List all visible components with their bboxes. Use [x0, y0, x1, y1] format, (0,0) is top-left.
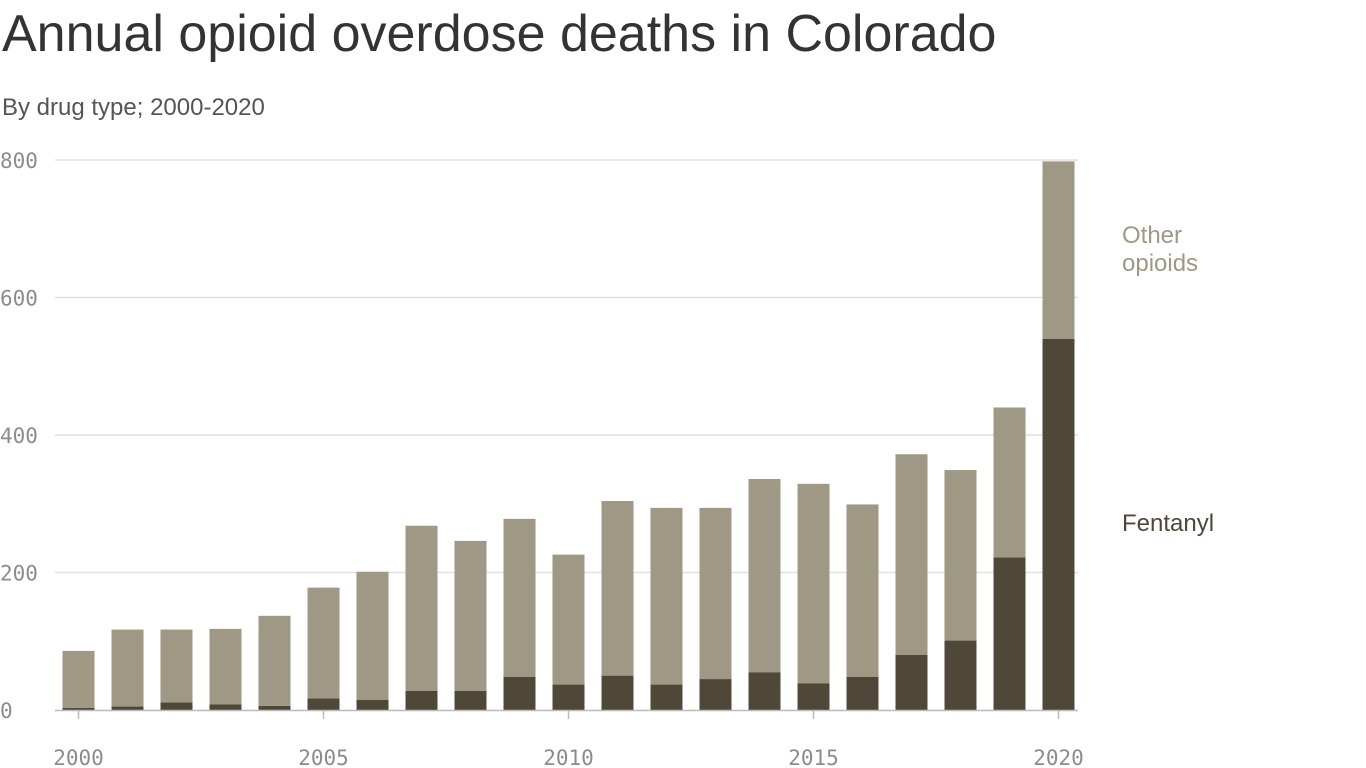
bar-fentanyl-2019 [993, 557, 1026, 710]
bar-other-opioids-2008 [454, 540, 487, 691]
bar-fentanyl-2002 [160, 702, 193, 710]
bar-other-opioids-2018 [944, 470, 977, 641]
bar-fentanyl-2001 [111, 706, 144, 710]
chart-title: Annual opioid overdose deaths in Colorad… [2, 5, 997, 63]
bar-other-opioids-2001 [111, 629, 144, 707]
bar-other-opioids-2013 [699, 507, 732, 680]
bar-fentanyl-2020 [1042, 338, 1075, 710]
bar-fentanyl-2016 [846, 677, 879, 710]
bar-fentanyl-2005 [307, 698, 340, 710]
bar-other-opioids-2017 [895, 454, 928, 655]
bar-fentanyl-2008 [454, 690, 487, 710]
bar-other-opioids-2000 [62, 650, 95, 708]
bar-other-opioids-2012 [650, 507, 683, 685]
x-axis-ticks: 2000 2005 2010 2015 2020 [53, 710, 1084, 768]
bar-other-opioids-2002 [160, 629, 193, 703]
bar-fentanyl-2018 [944, 640, 977, 710]
bar-fentanyl-2006 [356, 699, 389, 710]
bar-fentanyl-2010 [552, 684, 585, 710]
bar-other-opioids-2009 [503, 518, 536, 677]
legend: Other opioids Fentanyl [1122, 222, 1214, 537]
x-tick-label: 2010 [543, 746, 594, 768]
y-tick-label: 200 [0, 562, 38, 586]
bar-other-opioids-2011 [601, 501, 634, 676]
bar-other-opioids-2015 [797, 483, 830, 684]
bar-fentanyl-2014 [748, 672, 781, 710]
chart-subtitle: By drug type; 2000-2020 [2, 94, 265, 121]
bar-fentanyl-2004 [258, 705, 291, 710]
bar-other-opioids-2019 [993, 407, 1026, 558]
bar-other-opioids-2016 [846, 504, 879, 677]
bar-fentanyl-2009 [503, 677, 536, 710]
bar-fentanyl-2003 [209, 704, 242, 710]
bar-other-opioids-2010 [552, 554, 585, 685]
bar-fentanyl-2013 [699, 679, 732, 710]
x-tick-label: 2005 [298, 746, 349, 768]
bar-fentanyl-2000 [62, 707, 95, 710]
bar-other-opioids-2003 [209, 628, 242, 705]
bar-fentanyl-2015 [797, 683, 830, 710]
bar-fentanyl-2017 [895, 655, 928, 710]
bar-fentanyl-2012 [650, 684, 683, 710]
x-tick-label: 2000 [53, 746, 104, 768]
y-tick-label: 400 [0, 424, 38, 448]
legend-label-other-opioids: Other opioids [1122, 222, 1198, 277]
bar-other-opioids-2006 [356, 571, 389, 700]
bar-other-opioids-2005 [307, 587, 340, 699]
bar-fentanyl-2007 [405, 690, 438, 710]
x-tick-label: 2020 [1033, 746, 1084, 768]
bar-other-opioids-2020 [1042, 161, 1075, 339]
y-tick-label: 800 [0, 149, 38, 173]
y-axis-ticks: 0 200 400 600 800 [0, 149, 38, 723]
bar-fentanyl-2011 [601, 675, 634, 710]
bars [62, 161, 1075, 710]
y-tick-label: 0 [0, 699, 13, 723]
y-tick-label: 600 [0, 287, 38, 311]
bar-other-opioids-2004 [258, 615, 291, 706]
bar-other-opioids-2014 [748, 479, 781, 673]
bar-other-opioids-2007 [405, 525, 438, 691]
legend-label-fentanyl: Fentanyl [1122, 510, 1214, 537]
x-tick-label: 2015 [788, 746, 839, 768]
